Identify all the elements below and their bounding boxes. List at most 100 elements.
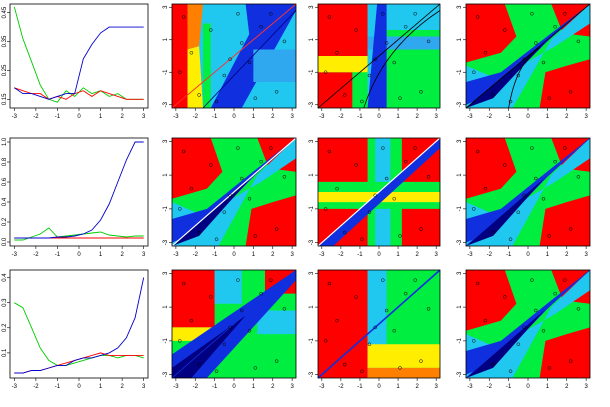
- sample-point: [253, 234, 258, 238]
- sample-point: [541, 197, 546, 201]
- x-tick-label: -2: [487, 252, 493, 258]
- y-tick-label: -1: [309, 338, 315, 344]
- y-tick-label: 1: [457, 305, 463, 309]
- sample-point: [222, 342, 227, 346]
- y-tick-label: 3: [163, 5, 169, 9]
- sample-point: [516, 210, 521, 214]
- heat-region: [318, 4, 368, 56]
- y-tick-label: 3: [163, 271, 169, 275]
- x-tick-label: -1: [506, 252, 512, 258]
- x-tick-label: 1: [99, 114, 103, 120]
- heat-region: [386, 4, 440, 30]
- y-tick-label: 1: [163, 173, 169, 177]
- heat-region: [466, 4, 517, 63]
- sample-point: [327, 15, 332, 19]
- sample-point: [530, 278, 534, 282]
- sample-point: [534, 41, 538, 45]
- y-tick-label: 0.4: [2, 273, 8, 282]
- sample-point: [342, 93, 347, 97]
- series-line: [14, 26, 144, 100]
- sample-point: [335, 318, 339, 323]
- y-tick-label: 1: [457, 37, 463, 41]
- y-tick-label: 0.6: [2, 177, 8, 186]
- sample-point: [236, 146, 240, 150]
- heat-region: [318, 56, 368, 73]
- x-tick-label: -2: [487, 384, 493, 390]
- x-tick-label: -2: [487, 114, 493, 120]
- sample-point: [236, 278, 240, 282]
- sample-point: [547, 234, 552, 238]
- sample-point: [259, 291, 263, 296]
- x-tick-label: 0: [526, 252, 530, 258]
- sample-point: [475, 281, 480, 286]
- y-tick-label: 1: [309, 173, 315, 177]
- sample-point: [209, 295, 213, 299]
- sample-point: [354, 295, 358, 299]
- sample-point: [367, 342, 372, 346]
- panel-frame: [317, 269, 441, 379]
- x-tick-label: -3: [173, 252, 179, 258]
- sample-point: [282, 175, 287, 179]
- heat-region: [172, 270, 215, 328]
- sample-point: [342, 362, 347, 367]
- sample-point: [323, 70, 328, 74]
- series-line: [14, 302, 144, 366]
- sample-point: [568, 227, 573, 231]
- sample-point: [240, 176, 244, 181]
- sample-point: [472, 207, 476, 211]
- sample-point: [247, 60, 252, 65]
- x-tick-label: 3: [142, 114, 146, 120]
- x-tick-label: 2: [565, 252, 569, 258]
- diagonal-line: [172, 138, 296, 246]
- panel-frame: [317, 137, 441, 247]
- heatmap-panel-1-2: -3 -2 -1 0 1 2 3 -3 -1 1 3: [309, 3, 441, 120]
- panel-frame: [317, 3, 441, 109]
- fit-line: [202, 10, 296, 108]
- heat-region: [245, 195, 296, 246]
- sample-point: [181, 15, 186, 19]
- sample-point: [269, 146, 273, 150]
- sample-point: [516, 73, 521, 78]
- x-tick-label: 2: [415, 252, 419, 258]
- sample-point: [274, 227, 279, 231]
- sample-point: [373, 325, 377, 330]
- x-tick-label: 3: [290, 252, 294, 258]
- sample-point: [472, 70, 476, 74]
- sample-point: [259, 159, 263, 164]
- sample-point: [426, 39, 431, 44]
- x-tick-label: 2: [271, 114, 275, 120]
- x-tick-label: 1: [396, 384, 400, 390]
- sample-point: [426, 307, 431, 311]
- y-tick-label: -1: [457, 69, 463, 75]
- x-tick-label: -3: [467, 114, 473, 120]
- series-line: [14, 87, 144, 100]
- sample-point: [384, 41, 389, 45]
- heat-region: [253, 49, 296, 82]
- sample-point: [197, 230, 201, 235]
- sample-point: [269, 12, 273, 16]
- sample-point: [381, 12, 385, 16]
- x-tick-label: -1: [357, 252, 363, 258]
- y-tick-label: 3: [163, 139, 169, 143]
- x-tick-label: 0: [232, 384, 236, 390]
- sample-point: [282, 307, 287, 311]
- diagonal-line: [318, 270, 440, 378]
- x-tick-label: 1: [546, 384, 550, 390]
- y-tick-label: -1: [457, 206, 463, 212]
- heat-region: [257, 310, 296, 335]
- sample-point: [491, 93, 495, 97]
- heat-region: [466, 4, 590, 105]
- x-tick-label: -2: [193, 114, 199, 120]
- x-tick-label: 0: [77, 384, 81, 390]
- sample-point: [360, 369, 364, 373]
- fit-curve: [363, 10, 440, 108]
- sample-point: [354, 163, 358, 167]
- series-line: [14, 141, 144, 239]
- y-tick-label: 3: [309, 5, 315, 9]
- y-tick-label: -1: [457, 338, 463, 344]
- sample-point: [323, 207, 328, 211]
- sample-point: [214, 369, 219, 373]
- sample-point: [367, 73, 372, 78]
- diagonal-line: [172, 4, 296, 108]
- panel-frame: [465, 3, 591, 109]
